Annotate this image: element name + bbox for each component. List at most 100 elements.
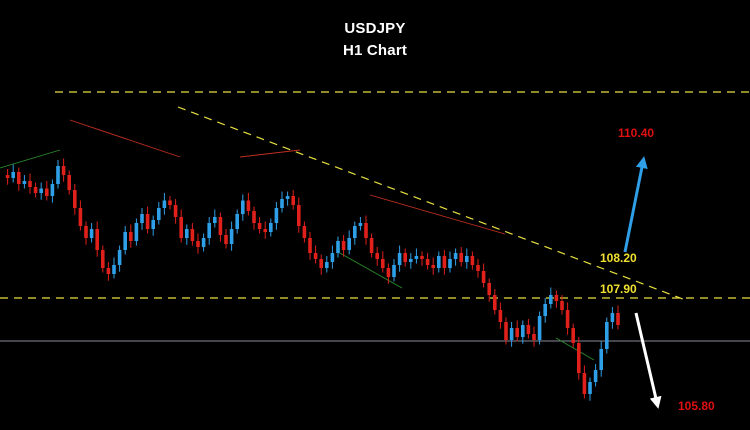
candle-body — [145, 214, 150, 229]
pattern-line-3 — [369, 194, 506, 235]
candle-body — [459, 253, 463, 262]
candle-body — [560, 301, 564, 310]
candle-body — [521, 325, 525, 337]
candle-body — [5, 175, 10, 178]
candle-body — [95, 229, 99, 250]
candle-body — [470, 256, 475, 265]
candle-body — [599, 349, 603, 370]
candle-body — [481, 271, 486, 283]
candle-body — [285, 196, 290, 199]
candle-body — [358, 223, 363, 226]
candle-body — [56, 166, 60, 184]
chart-title: USDJPY — [344, 20, 406, 37]
candle-body — [17, 172, 21, 184]
candle-body — [347, 238, 351, 250]
candle-body — [381, 259, 385, 268]
candle-body — [89, 229, 94, 238]
candle-body — [369, 238, 374, 253]
candle-body — [375, 253, 379, 259]
candle-body — [403, 253, 407, 262]
level-label-breakout-level: 108.20 — [600, 251, 637, 265]
pattern-line-6 — [555, 337, 595, 361]
candle-body — [246, 200, 251, 211]
down-arrow — [634, 312, 662, 409]
candle-body — [106, 268, 111, 274]
candle-body — [297, 205, 301, 226]
candle-body — [241, 200, 245, 214]
candle-body — [386, 268, 391, 277]
candle-body — [465, 256, 469, 262]
candle-body — [280, 199, 284, 208]
candle-body — [532, 334, 536, 340]
candle-body — [616, 313, 620, 325]
candle-body — [537, 316, 542, 340]
candle-body — [364, 223, 368, 238]
candle-body — [565, 310, 570, 328]
candle-body — [610, 313, 615, 322]
candle-body — [504, 322, 508, 340]
pattern-line-5 — [337, 251, 403, 289]
candle-body — [112, 265, 116, 274]
candle-body — [269, 223, 273, 232]
candle-body — [515, 328, 519, 337]
candle-body — [476, 265, 480, 271]
candle-body — [409, 259, 413, 262]
candle-body — [582, 373, 587, 394]
candle-body — [420, 256, 424, 259]
candle-body — [78, 208, 83, 226]
candle-body — [554, 295, 559, 301]
candle-body — [425, 259, 430, 265]
candle-body — [325, 262, 329, 268]
candle-body — [218, 217, 223, 235]
candle-body — [257, 223, 262, 229]
candle-body — [453, 253, 458, 259]
candle-body — [117, 250, 122, 265]
candle-body — [185, 229, 189, 238]
candle-body — [196, 241, 200, 247]
candle-body — [571, 328, 575, 343]
pattern-line-2 — [239, 149, 301, 158]
level-label-support: 107.90 — [600, 282, 637, 296]
candle-body — [11, 172, 15, 178]
candle-body — [487, 283, 491, 295]
candle-body — [190, 229, 195, 241]
candle-body — [67, 175, 71, 190]
candle-body — [397, 253, 402, 265]
level-label-target-up: 110.40 — [618, 126, 654, 140]
pattern-line-4 — [0, 149, 61, 169]
candle-body — [392, 265, 396, 277]
candle-body — [414, 256, 419, 259]
candle-body — [330, 253, 335, 262]
candle-body — [201, 238, 206, 247]
candle-body — [605, 322, 609, 349]
candle-body — [33, 187, 38, 193]
chart-subtitle: H1 Chart — [342, 42, 408, 59]
candle-body — [129, 232, 133, 241]
candle-body — [263, 229, 267, 232]
candle-body — [448, 259, 452, 268]
candle-body — [274, 208, 279, 223]
candle-body — [61, 166, 66, 175]
candle-body — [252, 211, 256, 223]
candle-body — [308, 238, 312, 253]
candle-body — [437, 256, 441, 268]
candle-body — [442, 256, 447, 268]
candle-body — [179, 217, 183, 238]
candle-body — [173, 205, 178, 217]
candle-body — [162, 200, 167, 208]
candle-body — [50, 184, 55, 196]
candle-body — [291, 196, 295, 205]
candle-body — [235, 214, 239, 229]
candle-body — [101, 250, 105, 268]
candle-body — [593, 370, 598, 382]
candle-body — [224, 235, 228, 244]
candle-body — [207, 223, 211, 238]
candle-body — [341, 241, 346, 250]
candle-body — [213, 217, 217, 223]
candle-body — [134, 223, 139, 241]
candle-body — [431, 265, 435, 268]
candle-body — [543, 304, 547, 316]
pattern-line-1 — [69, 119, 181, 158]
candle-body — [549, 295, 553, 304]
candle-body — [498, 310, 503, 322]
